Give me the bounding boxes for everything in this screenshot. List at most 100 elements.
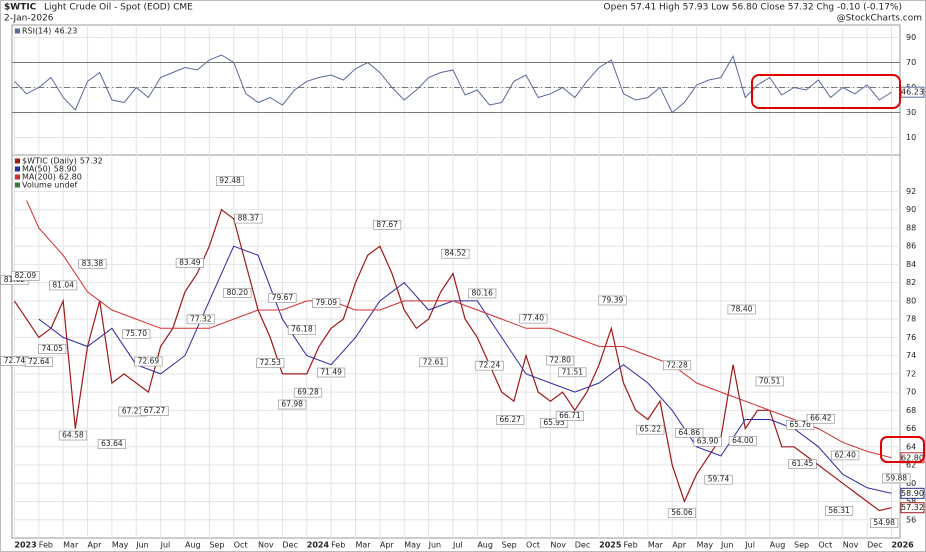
callout-box <box>519 313 548 324</box>
x-tick-label: Feb <box>39 541 53 550</box>
y-tick-label: 80 <box>906 296 916 305</box>
y-tick-label: 88 <box>906 223 916 232</box>
x-tick-label: Sep <box>209 541 224 550</box>
callout-label: 64.86 <box>679 428 701 437</box>
callout-label: 66.27 <box>499 415 521 424</box>
x-tick-label: Dec <box>867 541 882 550</box>
callout-box <box>468 288 497 299</box>
last-value-label: 46.23 <box>901 88 924 97</box>
callout-box <box>475 360 504 371</box>
last-value-box <box>900 487 925 499</box>
callout-box <box>122 329 151 339</box>
callout-label: 88.37 <box>238 214 260 223</box>
callout-label: 65.22 <box>640 425 662 434</box>
callout-label: 72.69 <box>138 357 160 366</box>
callout-box <box>49 280 78 291</box>
y-tick-label: 68 <box>906 406 916 415</box>
callout-box <box>788 459 817 469</box>
y-tick-label: 70 <box>906 58 916 67</box>
callout-box <box>11 271 40 281</box>
x-tick-label: Mar <box>648 541 664 550</box>
callout-box <box>256 358 285 368</box>
legend-swatch <box>15 28 20 34</box>
callout-box <box>555 411 584 421</box>
y-tick-label: 60 <box>906 479 916 488</box>
x-tick-label: 2024 <box>307 541 330 550</box>
callout-box <box>317 367 346 378</box>
callout-box <box>806 413 835 424</box>
x-tick-label: Feb <box>331 541 345 550</box>
callout-label: 77.32 <box>190 314 212 323</box>
x-tick-label: Apr <box>380 541 395 550</box>
legend-label: $WTIC (Daily) <box>22 157 77 166</box>
last-value-box <box>900 502 925 514</box>
callout-box <box>215 176 245 186</box>
callout-label: 71.49 <box>320 368 342 377</box>
callout-box <box>693 436 722 447</box>
callout-label: 92.48 <box>219 176 241 185</box>
x-tick-label: Jun <box>720 541 734 550</box>
x-tick-label: Jul <box>744 541 755 550</box>
callout-label: 72.74 <box>4 356 26 365</box>
x-tick-label: Sep <box>794 541 809 550</box>
source: @StockCharts.com <box>837 14 922 24</box>
callout-label: 61.45 <box>792 459 814 468</box>
callout-box <box>558 367 587 378</box>
callout-box <box>882 473 911 484</box>
y-tick-label: 56 <box>906 515 916 524</box>
x-tick-label: Oct <box>234 541 248 550</box>
x-tick-label: May <box>112 541 129 550</box>
callout-label: 67.21 <box>122 407 144 416</box>
series-line <box>26 200 892 459</box>
legend-label: Volume undef <box>22 181 77 190</box>
legend-value: 46.23 <box>54 27 77 36</box>
callout-box <box>728 436 757 446</box>
callout-label: 72.24 <box>479 361 501 370</box>
legend-swatch <box>15 182 20 188</box>
callout-box <box>598 295 627 306</box>
y-tick-label: 76 <box>906 333 916 342</box>
x-tick-label: Dec <box>282 541 297 550</box>
callout-label: 72.53 <box>259 358 281 367</box>
callout-box <box>97 439 126 449</box>
legend-label: MA(50) <box>22 165 51 174</box>
callout-label: 69.28 <box>297 388 319 397</box>
callout-box <box>78 259 107 269</box>
callout-label: 56.31 <box>828 506 850 515</box>
callout-box <box>373 220 402 230</box>
legend-label: MA(200) <box>22 173 56 182</box>
x-tick-label: Dec <box>575 541 590 550</box>
legend-swatch <box>15 158 20 164</box>
callout-box <box>134 356 163 367</box>
x-tick-label: Nov <box>843 541 859 550</box>
y-tick-label: 84 <box>906 260 916 269</box>
callout-box <box>419 357 448 368</box>
callout-label: 72.61 <box>423 357 445 366</box>
callout-label: 80.20 <box>227 288 249 297</box>
callout-box <box>831 450 860 461</box>
y-tick-label: 82 <box>906 278 916 287</box>
callout-box <box>234 213 263 224</box>
x-tick-label: Aug <box>477 541 493 550</box>
y-tick-label: 72 <box>906 369 916 378</box>
x-tick-label: 2025 <box>599 541 622 550</box>
y-tick-label: 92 <box>906 187 916 196</box>
x-tick-label: Aug <box>770 541 786 550</box>
callout-label: 65.95 <box>543 418 565 427</box>
highlight-box <box>880 436 925 463</box>
x-tick-label: Mar <box>356 541 372 550</box>
callout-label: 67.98 <box>281 400 303 409</box>
symbol: $WTIC <box>4 3 37 13</box>
callout-label: 64.58 <box>62 431 84 440</box>
callout-label: 79.39 <box>602 295 624 304</box>
y-tick-label: 90 <box>906 33 916 42</box>
x-tick-label: Apr <box>672 541 687 550</box>
x-tick-label: Feb <box>623 541 637 550</box>
callout-label: 66.42 <box>810 414 832 423</box>
callout-box <box>58 430 87 441</box>
callout-box <box>312 298 341 309</box>
callout-box <box>540 418 569 428</box>
callout-box <box>287 324 316 335</box>
y-tick-label: 10 <box>906 133 916 142</box>
series-line <box>38 245 892 494</box>
